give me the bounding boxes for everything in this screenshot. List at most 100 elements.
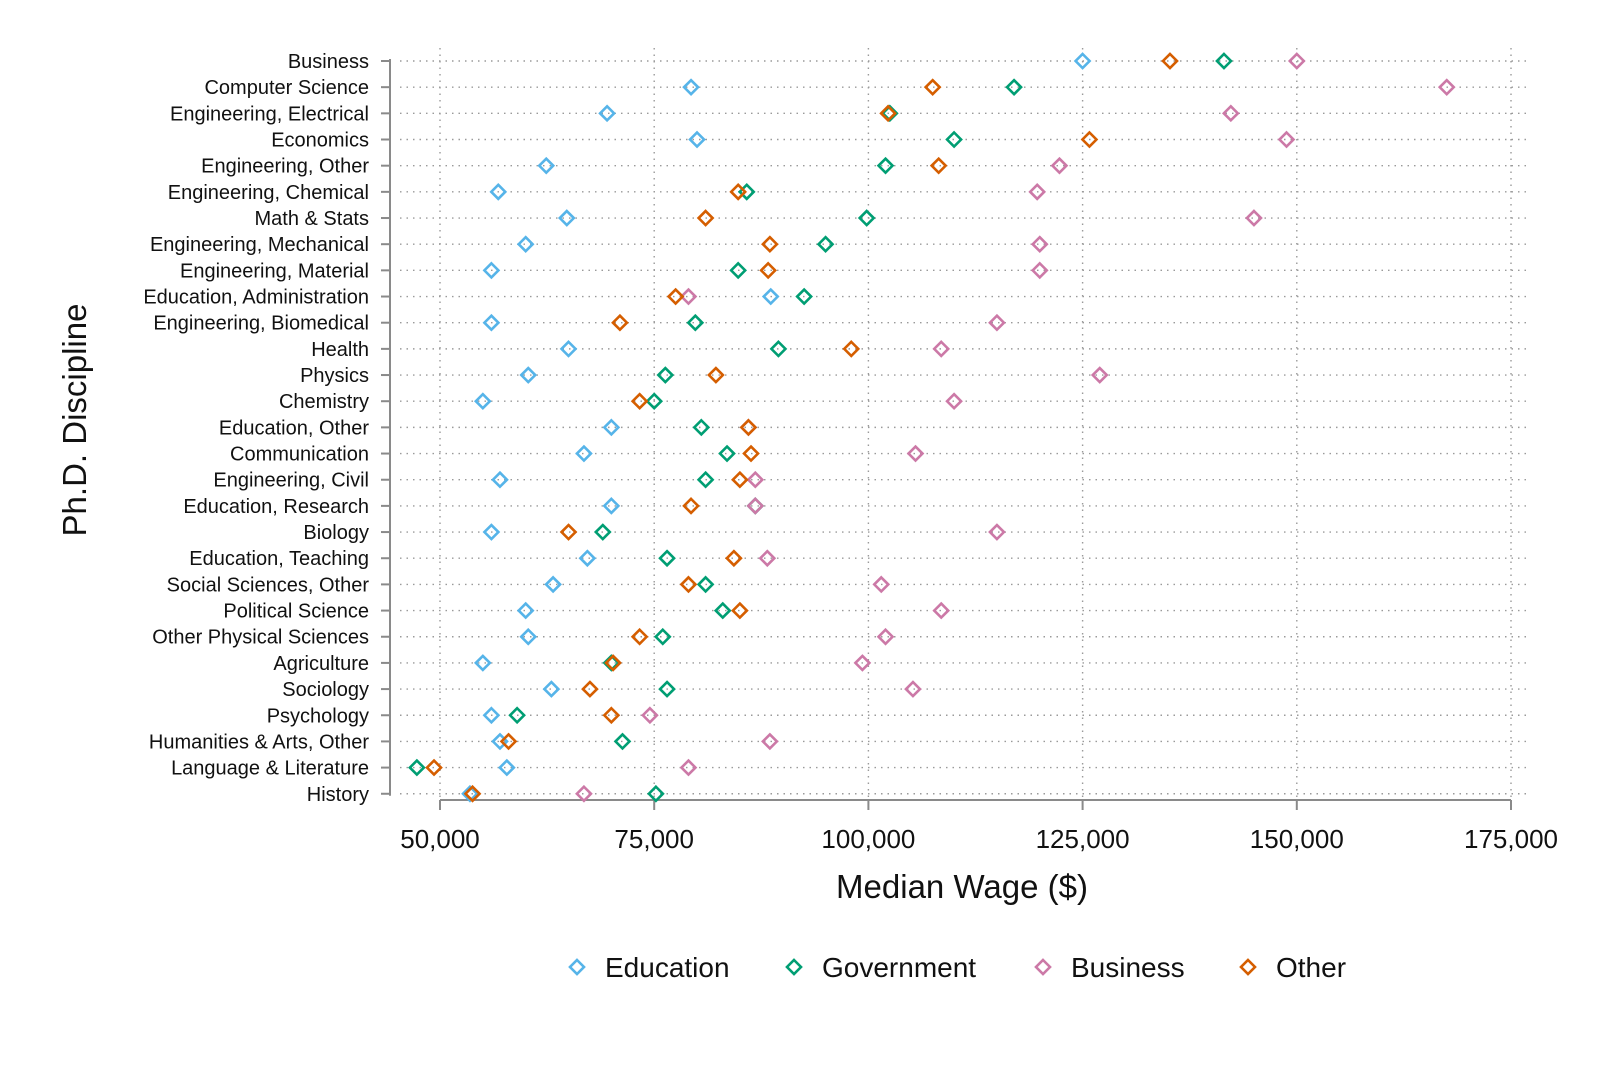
data-point [816, 235, 835, 254]
data-point [1215, 52, 1233, 70]
data-point [692, 418, 711, 437]
data-point [602, 418, 621, 437]
legend-marker [785, 958, 803, 976]
data-point [604, 654, 622, 672]
data-point [746, 497, 765, 515]
data-point [516, 235, 535, 254]
data-point [758, 549, 777, 568]
y-axis-title: Ph.D. Discipline [56, 304, 93, 537]
legend-label: Government [822, 952, 976, 983]
data-point [923, 78, 942, 97]
data-point [679, 758, 698, 777]
legend-item-other: Other [1239, 952, 1346, 983]
data-point [682, 78, 700, 97]
data-point [491, 470, 509, 489]
data-point [499, 732, 518, 751]
legend: Education Government Business Other [568, 952, 1346, 983]
category-label: Chemistry [279, 391, 369, 413]
data-point [508, 706, 526, 725]
data-point [731, 601, 749, 620]
data-point [761, 732, 779, 751]
legend-label: Business [1071, 952, 1185, 983]
data-point [519, 366, 538, 384]
data-point [611, 313, 629, 332]
data-point [1090, 366, 1109, 384]
data-point [932, 340, 951, 358]
category-label: Communication [230, 444, 369, 466]
data-point [1028, 183, 1047, 201]
legend-item-education: Education [568, 952, 730, 983]
category-label: Education, Other [219, 417, 369, 439]
category-label: Engineering, Electrical [170, 103, 369, 125]
data-point [879, 104, 897, 123]
category-label: Agriculture [273, 653, 369, 675]
data-point [602, 497, 621, 515]
x-axis-title: Median Wage ($) [836, 868, 1088, 905]
category-label: Engineering, Other [201, 156, 369, 178]
data-point [729, 261, 748, 280]
x-tick-label: 175,000 [1464, 824, 1558, 854]
data-point [656, 366, 675, 384]
data-point [853, 654, 872, 672]
data-point [653, 627, 672, 646]
category-label: Health [311, 339, 369, 361]
data-point [578, 549, 597, 568]
data-point [1005, 78, 1023, 97]
data-point [932, 601, 951, 620]
category-label: Engineering, Mechanical [150, 234, 369, 256]
data-point [1030, 261, 1049, 280]
series-government [408, 52, 1233, 803]
data-point [474, 392, 492, 411]
category-labels: Business Computer Science Engineering, Ele… [143, 51, 369, 806]
data-point [461, 784, 479, 803]
category-label: Engineering, Civil [213, 470, 369, 492]
category-label: History [307, 784, 369, 806]
data-point [696, 575, 715, 594]
data-point [575, 444, 593, 463]
data-point [696, 470, 715, 489]
data-point [630, 392, 649, 411]
data-point [575, 784, 593, 803]
data-point [544, 575, 562, 594]
data-point [842, 340, 861, 358]
data-point [746, 497, 765, 515]
data-point [713, 601, 732, 620]
category-label: Biology [303, 522, 369, 544]
data-point [537, 156, 556, 175]
data-point [408, 758, 426, 777]
data-point [988, 523, 1006, 541]
gridlines [400, 48, 1530, 804]
data-point [559, 340, 578, 358]
legend-label: Other [1276, 952, 1346, 983]
data-point [1245, 209, 1263, 227]
data-point [876, 156, 895, 175]
data-point [945, 130, 963, 149]
axes [381, 59, 1512, 810]
x-tick-label: 50,000 [400, 824, 480, 854]
data-point [769, 340, 788, 358]
data-point [682, 497, 700, 515]
data-point [729, 183, 748, 201]
data-point [688, 130, 706, 149]
legend-marker [568, 958, 586, 976]
data-point [1073, 52, 1092, 70]
data-point [1287, 52, 1306, 70]
data-point [1221, 104, 1240, 123]
data-point [725, 549, 743, 568]
category-label: Economics [271, 130, 369, 152]
data-point [557, 209, 576, 227]
data-point [929, 156, 948, 175]
data-point [425, 758, 443, 777]
legend-marker [1239, 958, 1257, 976]
x-tick-label: 125,000 [1036, 824, 1130, 854]
data-point [731, 470, 749, 489]
x-tick-label: 150,000 [1250, 824, 1344, 854]
category-label: Physics [300, 365, 369, 387]
data-point [872, 575, 891, 594]
data-point [761, 235, 779, 254]
data-point [630, 627, 649, 646]
category-label: Political Science [223, 601, 369, 623]
category-label: Social Sciences, Other [167, 574, 370, 596]
